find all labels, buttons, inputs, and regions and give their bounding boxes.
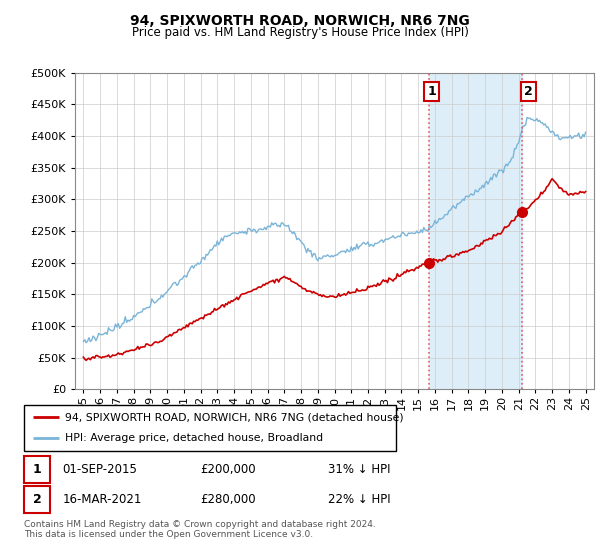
- Text: 2: 2: [524, 85, 533, 99]
- Text: 16-MAR-2021: 16-MAR-2021: [62, 493, 142, 506]
- Text: £200,000: £200,000: [200, 463, 256, 476]
- Text: 1: 1: [33, 463, 41, 476]
- Text: Contains HM Land Registry data © Crown copyright and database right 2024.
This d: Contains HM Land Registry data © Crown c…: [24, 520, 376, 539]
- FancyBboxPatch shape: [24, 486, 50, 513]
- Text: Price paid vs. HM Land Registry's House Price Index (HPI): Price paid vs. HM Land Registry's House …: [131, 26, 469, 39]
- Text: 1: 1: [428, 85, 436, 99]
- Bar: [430, 73, 522, 389]
- Text: £280,000: £280,000: [200, 493, 256, 506]
- Text: HPI: Average price, detached house, Broadland: HPI: Average price, detached house, Broa…: [65, 433, 323, 444]
- Text: 01-SEP-2015: 01-SEP-2015: [62, 463, 137, 476]
- Text: 94, SPIXWORTH ROAD, NORWICH, NR6 7NG (detached house): 94, SPIXWORTH ROAD, NORWICH, NR6 7NG (de…: [65, 412, 404, 422]
- FancyBboxPatch shape: [24, 456, 50, 483]
- Text: 94, SPIXWORTH ROAD, NORWICH, NR6 7NG: 94, SPIXWORTH ROAD, NORWICH, NR6 7NG: [130, 14, 470, 28]
- Text: 31% ↓ HPI: 31% ↓ HPI: [328, 463, 390, 476]
- Text: 22% ↓ HPI: 22% ↓ HPI: [328, 493, 390, 506]
- Text: 2: 2: [33, 493, 41, 506]
